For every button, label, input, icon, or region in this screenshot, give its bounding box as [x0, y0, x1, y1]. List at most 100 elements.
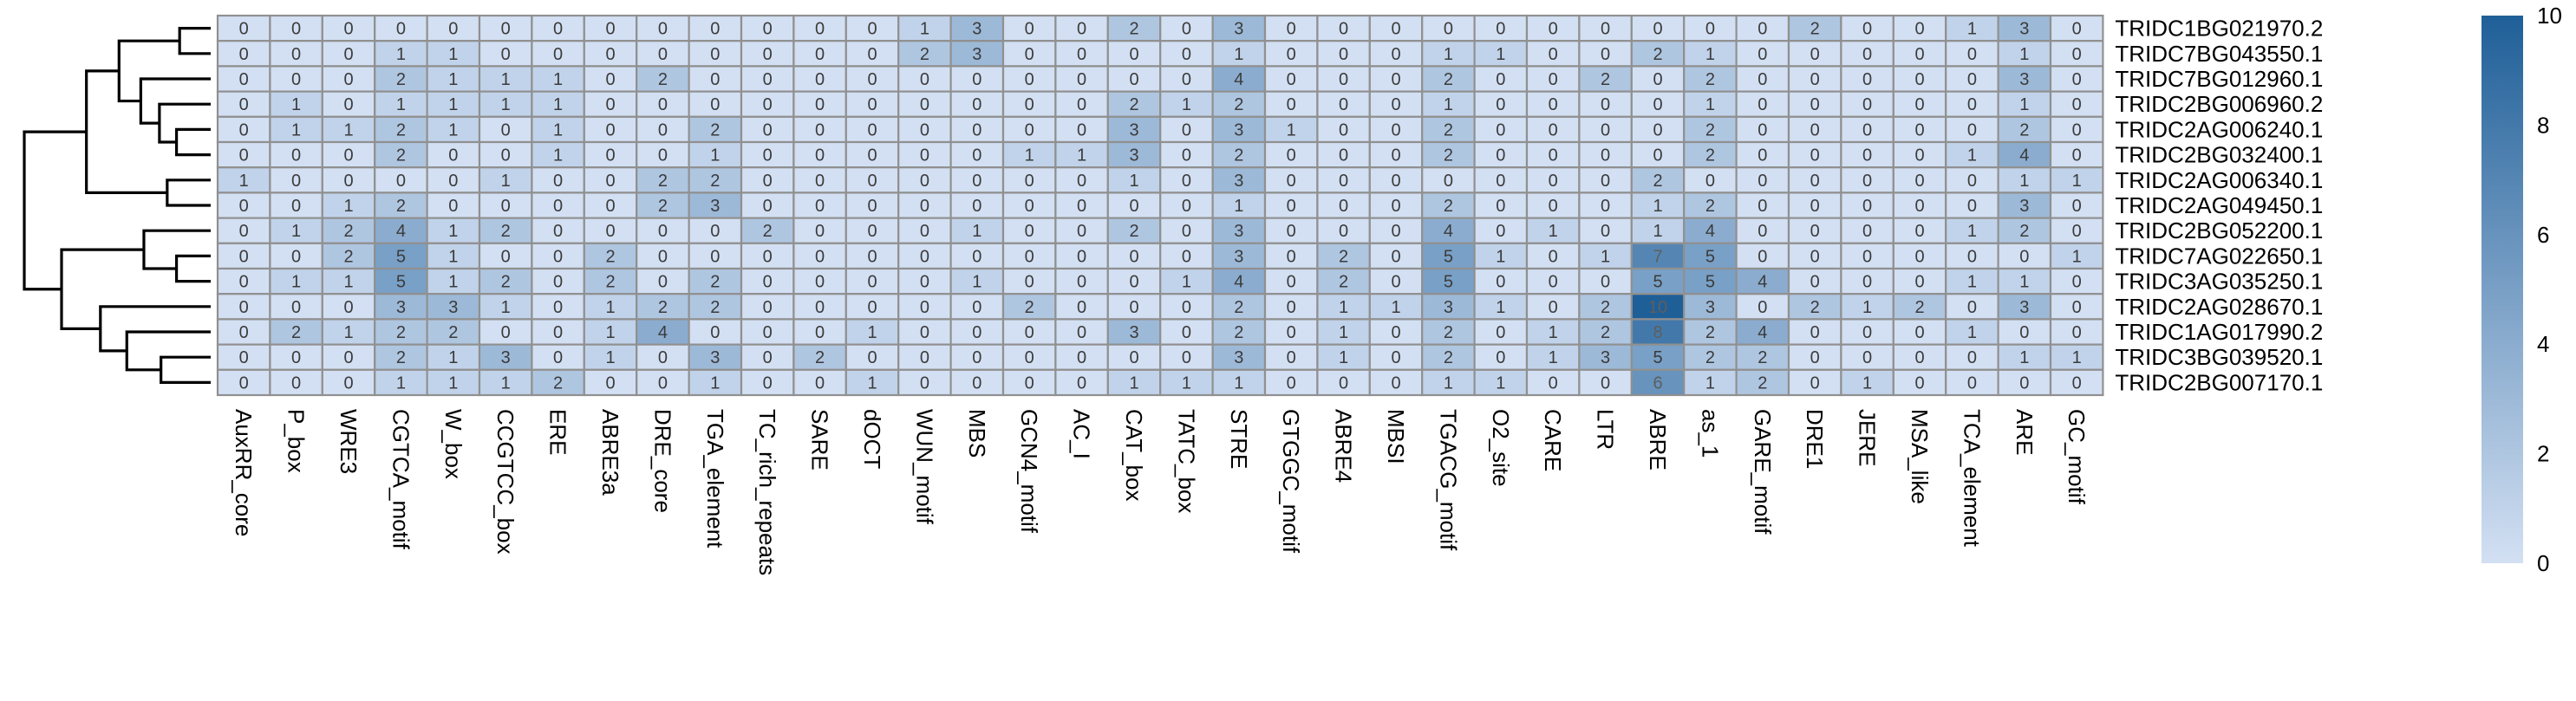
cell-value-label: 0 — [920, 222, 929, 241]
cell-value-label: 0 — [1025, 120, 1034, 140]
cell-value-label: 0 — [239, 247, 249, 266]
heatmap-cell — [1368, 115, 1424, 144]
cell-value-label: 0 — [1391, 273, 1400, 292]
cell-value-label: 0 — [867, 197, 877, 216]
cell-value-label: 0 — [1914, 197, 1924, 216]
cell-value-label: 4 — [396, 222, 406, 241]
cell-value-label: 0 — [1339, 70, 1348, 89]
row-label: TRIDC3AG035250.1 — [2115, 269, 2323, 295]
cell-value-label: 0 — [1182, 45, 1191, 64]
heatmap-cell — [1578, 166, 1633, 194]
cell-value-label: 0 — [1182, 197, 1191, 216]
heatmap-cell — [688, 191, 743, 219]
cell-value-label: 0 — [1391, 172, 1400, 191]
cell-value-label: 0 — [1077, 247, 1086, 266]
column-label: TGACG_motif — [1435, 409, 1461, 551]
cell-value-label: 1 — [1496, 373, 1505, 393]
cell-value-label: 0 — [972, 70, 981, 89]
heatmap-cell — [583, 343, 638, 371]
cell-value-label: 0 — [1496, 222, 1505, 241]
cell-value-label: 0 — [2072, 20, 2082, 39]
cell-value-label: 0 — [239, 298, 249, 317]
heatmap-cell — [1263, 343, 1319, 371]
cell-value-label: 0 — [763, 146, 773, 166]
cell-value-label: 0 — [1025, 348, 1034, 367]
cell-value-label: 0 — [1287, 298, 1296, 317]
cell-value-label: 0 — [553, 323, 563, 342]
cell-value-label: 1 — [1287, 120, 1296, 140]
cell-value-label: 1 — [553, 120, 563, 140]
cell-value-label: 0 — [1758, 95, 1767, 114]
cell-value-label: 0 — [1077, 273, 1086, 292]
cell-value-label: 0 — [1391, 247, 1400, 266]
heatmap-cell — [1997, 40, 2052, 68]
cell-value-label: 0 — [815, 222, 825, 241]
cell-value-label: 0 — [1129, 247, 1138, 266]
cell-value-label: 1 — [1862, 298, 1872, 317]
cell-value-label: 0 — [291, 298, 301, 317]
cell-value-label: 0 — [1496, 172, 1505, 191]
column-label: MSA_like — [1907, 409, 1933, 504]
cell-value-label: 2 — [1339, 247, 1348, 266]
cell-value-label: 0 — [448, 197, 458, 216]
cell-value-label: 0 — [1810, 373, 1820, 393]
cell-value-label: 0 — [239, 348, 249, 367]
cell-value-label: 0 — [658, 120, 668, 140]
cell-value-label: 0 — [1182, 120, 1191, 140]
heatmap-cell — [1630, 293, 1686, 321]
heatmap-cell — [897, 343, 952, 371]
cell-value-label: 0 — [291, 247, 301, 266]
cell-value-label: 0 — [1810, 45, 1820, 64]
cell-value-label: 0 — [501, 146, 511, 166]
heatmap-cell — [1368, 90, 1424, 118]
cell-value-label: 0 — [1810, 323, 1820, 342]
cell-value-label: 0 — [1287, 70, 1296, 89]
cell-value-label: 0 — [815, 373, 825, 393]
dendrogram-branch — [85, 69, 167, 194]
cell-value-label: 2 — [1810, 20, 1820, 39]
cell-value-label: 1 — [2072, 172, 2082, 191]
cell-value-label: 0 — [815, 95, 825, 114]
cell-value-label: 1 — [448, 222, 458, 241]
cell-value-label: 0 — [1287, 247, 1296, 266]
cell-value-label: 5 — [396, 247, 406, 266]
cell-value-label: 1 — [501, 95, 511, 114]
cell-value-label: 3 — [448, 298, 458, 317]
cell-value-label: 2 — [1705, 348, 1715, 367]
cell-value-label: 3 — [1129, 120, 1138, 140]
heatmap-cell — [1525, 368, 1581, 397]
cell-value-label: 0 — [763, 45, 773, 64]
heatmap-cell — [321, 267, 376, 295]
column-label: ABRE3a — [597, 409, 623, 496]
color-legend-bar — [2481, 16, 2523, 563]
heatmap-cell — [1054, 166, 1109, 194]
cell-value-label: 0 — [815, 70, 825, 89]
cell-value-label: 8 — [1653, 323, 1662, 342]
heatmap-cell — [740, 293, 795, 321]
cell-value-label: 5 — [1653, 273, 1662, 292]
cell-value-label: 1 — [1705, 373, 1715, 393]
cell-value-label: 0 — [239, 95, 249, 114]
cell-value-label: 0 — [815, 298, 825, 317]
cell-value-label: 0 — [1601, 222, 1610, 241]
cell-value-label: 0 — [448, 146, 458, 166]
heatmap-cell — [949, 267, 1005, 295]
cell-value-label: 1 — [920, 20, 929, 39]
cell-value-label: 1 — [1339, 348, 1348, 367]
heatmap-cell — [897, 14, 952, 42]
heatmap-cell — [688, 140, 743, 169]
cell-value-label: 1 — [1549, 323, 1558, 342]
heatmap-cell — [583, 166, 638, 194]
cell-value-label: 0 — [1862, 273, 1872, 292]
cell-value-label: 3 — [1705, 298, 1715, 317]
cell-value-label: 1 — [1653, 197, 1662, 216]
heatmap-cell — [1001, 90, 1057, 118]
cell-value-label: 2 — [1705, 197, 1715, 216]
heatmap-cell — [2049, 343, 2104, 371]
heatmap-cell — [1945, 166, 1999, 194]
cell-value-label: 0 — [605, 146, 615, 166]
heatmap-cell — [1159, 293, 1214, 321]
cell-value-label: 0 — [815, 172, 825, 191]
heatmap-cell — [2049, 368, 2104, 397]
cell-value-label: 0 — [867, 247, 877, 266]
